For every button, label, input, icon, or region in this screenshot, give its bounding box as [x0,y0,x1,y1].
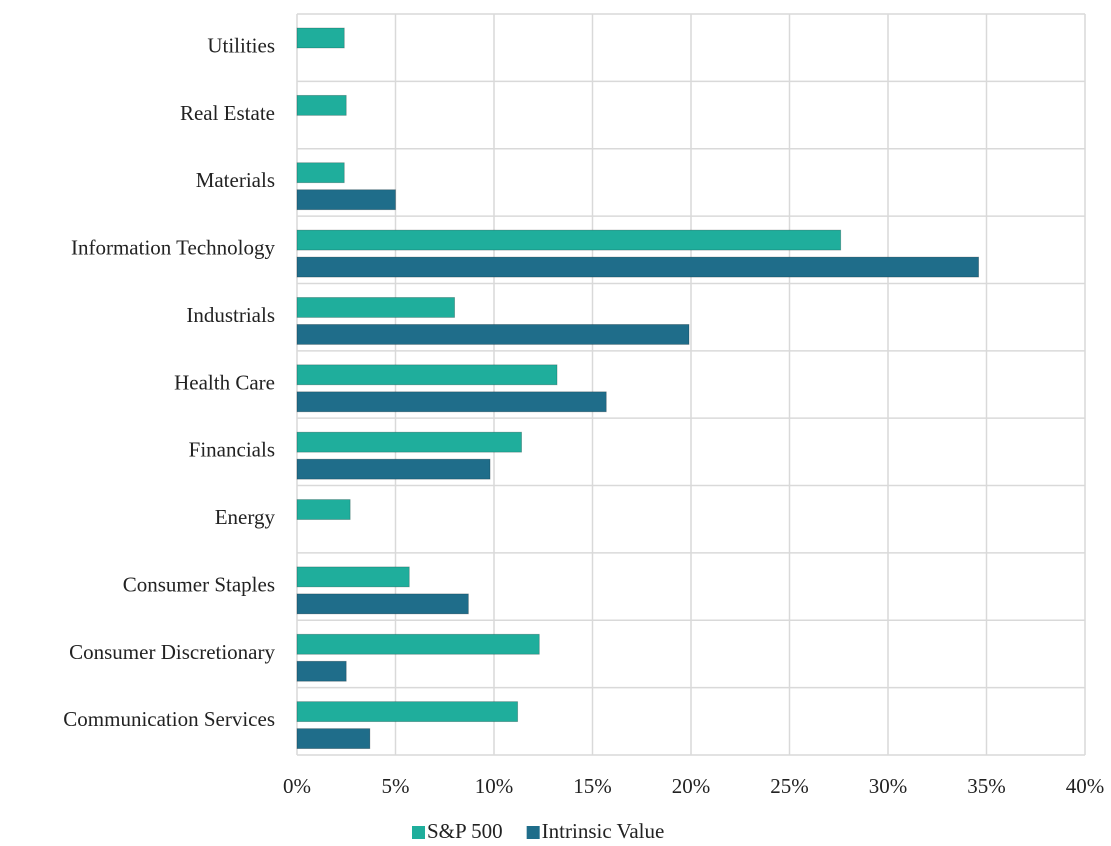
x-tick-label: 0% [283,774,311,798]
y-tick-label: Utilities [207,33,275,57]
x-tick-label: 40% [1066,774,1105,798]
y-tick-label: Materials [196,168,275,192]
bar [296,297,456,318]
y-tick-label: Energy [215,505,276,529]
bar [296,431,522,453]
bar [296,593,469,615]
bar [296,27,345,49]
bar [296,94,347,116]
legend-label: Intrinsic Value [542,819,665,843]
x-tick-label: 5% [382,774,410,798]
bar [296,660,347,682]
y-tick-label: Consumer Discretionary [69,640,275,664]
bar [296,229,842,251]
y-tick-label: Consumer Staples [123,572,275,596]
legend-swatch [412,826,425,839]
bar [296,458,491,480]
legend-label: S&P 500 [427,819,503,843]
x-tick-label: 15% [573,774,612,798]
y-tick-label: Health Care [174,370,275,394]
x-tick-label: 25% [770,774,809,798]
bar [296,162,345,184]
x-tick-label: 35% [967,774,1006,798]
bar [296,633,540,655]
bar [296,391,607,413]
bar [296,499,351,520]
y-tick-label: Real Estate [180,101,275,125]
y-tick-label: Financials [189,438,275,462]
legend-swatch [526,826,540,839]
y-tick-label: Communication Services [63,707,275,731]
bar [296,189,396,211]
x-tick-label: 30% [869,774,908,798]
x-tick-label: 20% [672,774,711,798]
y-tick-label: Industrials [186,303,275,327]
x-tick-label: 10% [475,774,514,798]
bar [296,566,410,588]
bar [296,364,558,386]
bar [296,256,980,278]
bar [296,324,690,345]
bar [296,701,519,723]
y-tick-label: Information Technology [71,236,276,260]
bar [296,728,371,750]
